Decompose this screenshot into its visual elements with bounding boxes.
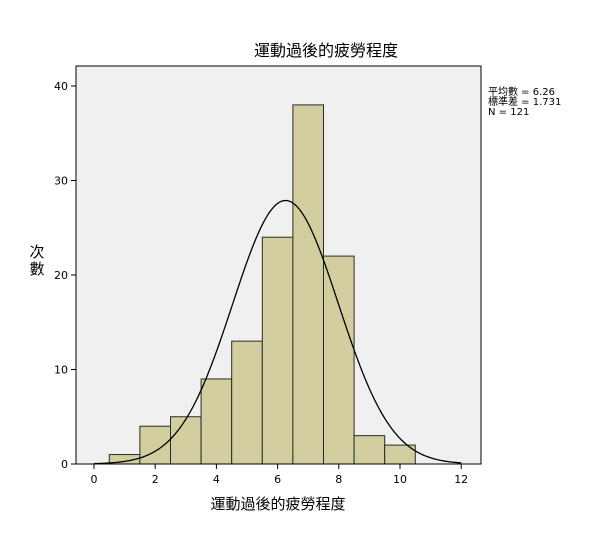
axes-group: 0 2 4 6 8 10 12 0 10 20 30 40 [54,66,481,486]
y-tick-label: 40 [54,80,68,93]
chart-title: 運動過後的疲勞程度 [254,41,398,60]
stats-line: 平均數 = 6.26 [488,85,555,98]
histogram-bar [292,104,324,465]
bars-group [108,104,416,465]
x-tick-label: 0 [91,473,98,486]
histogram-bar [200,378,233,465]
y-tick-label: 0 [61,458,68,471]
histogram-bar [170,416,202,465]
y-axis-label: 次 數 [29,243,44,278]
x-tick-label: 2 [152,473,159,486]
svg-text:數: 數 [29,260,44,278]
x-tick-label: 12 [454,473,468,486]
x-tick-label: 8 [335,473,342,486]
normal-curve [93,199,462,465]
y-tick-label: 30 [54,175,68,188]
histogram-bar [139,425,171,465]
y-tick-label: 10 [54,364,68,377]
x-tick-label: 6 [274,473,281,486]
stats-line: N = 121 [488,107,529,118]
histogram-bar [231,340,263,465]
histogram-bar [353,435,386,465]
histogram-bar [323,255,355,465]
svg-text:次: 次 [29,243,44,261]
x-tick-label: 10 [393,473,407,486]
x-axis-label: 運動過後的疲勞程度 [210,495,345,513]
stats-line: 標準差 = 1.731 [488,95,561,108]
y-tick-label: 20 [54,269,68,282]
histogram-bar [261,236,294,465]
x-tick-label: 4 [213,473,220,486]
